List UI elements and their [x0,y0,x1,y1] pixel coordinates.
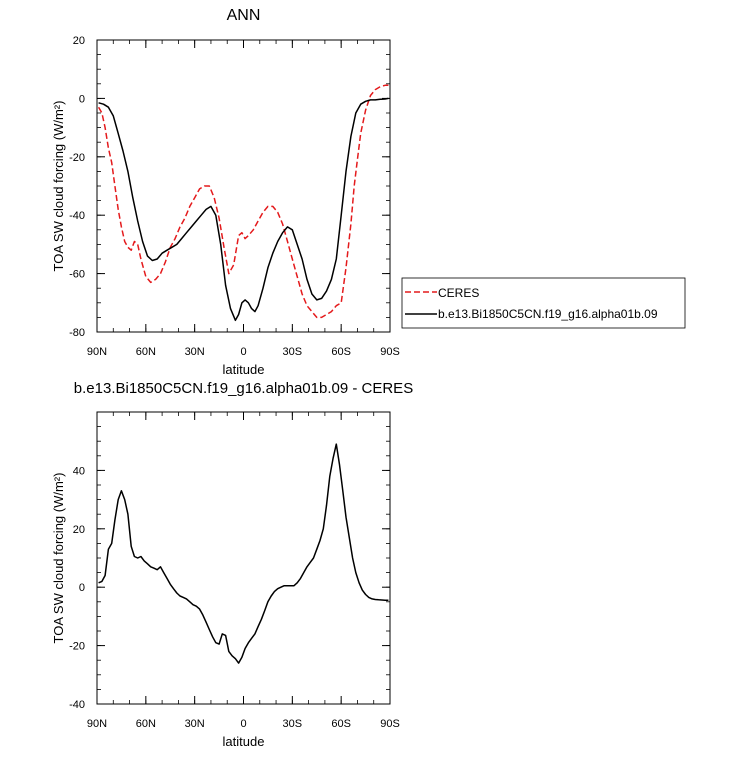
top-y-tick-label: -60 [69,269,85,281]
top-x-tick-label: 90S [380,346,400,358]
bottom-x-tick-label: 0 [240,718,246,730]
bottom-plot-frame [96,411,391,705]
bottom-x-tick-label: 30S [283,718,303,730]
panel-bottom: b.e13.Bi1850C5CN.f19_g16.alpha01b.09 - C… [51,380,413,749]
bottom-ticks [96,411,391,705]
top-ylabel: TOA SW cloud forcing (W/m²) [51,101,66,272]
top-y-tick-label: -80 [69,327,85,339]
bottom-title: b.e13.Bi1850C5CN.f19_g16.alpha01b.09 - C… [74,380,413,397]
top-series-line-ceres [97,84,389,319]
top-series [97,84,389,322]
legend-label-model: b.e13.Bi1850C5CN.f19_g16.alpha01b.09 [438,307,658,321]
panel-top: ANN 90N 60N 30N 0 30S 60S 90S 20 0 -20 -40 -60 -80 l… [51,7,400,377]
top-plot-frame [96,39,391,333]
bottom-series-line-difference [98,443,389,664]
bottom-tick-labels: 90N 60N 30N 0 30S 60S 90S 40 20 0 -20 -40 [69,465,400,730]
top-series-line-model [98,97,389,322]
top-x-tick-label: 30N [185,346,205,358]
top-y-tick-label: 0 [79,93,85,105]
top-tick-labels: 90N 60N 30N 0 30S 60S 90S 20 0 -20 -40 -60 -80 [69,35,400,358]
top-title: ANN [227,7,261,24]
bottom-xlabel: latitude [223,734,265,749]
legend-box [401,277,686,329]
top-x-tick-label: 30S [283,346,303,358]
bottom-x-tick-label: 60S [331,718,351,730]
bottom-x-tick-label: 30N [185,718,205,730]
top-x-tick-label: 60S [331,346,351,358]
top-ticks [96,39,391,333]
top-y-tick-label: -40 [69,210,85,222]
legend: CERES b.e13.Bi1850C5CN.f19_g16.alpha01b.… [401,277,686,329]
top-y-tick-label: -20 [69,152,85,164]
top-x-tick-label: 0 [240,346,246,358]
bottom-ylabel: TOA SW cloud forcing (W/m²) [51,473,66,644]
top-x-tick-label: 90N [87,346,107,358]
bottom-x-tick-label: 90N [87,718,107,730]
bottom-series [98,443,389,664]
top-y-tick-label: 20 [73,35,85,47]
bottom-y-tick-label: -20 [69,641,85,653]
bottom-y-tick-label: -40 [69,699,85,711]
bottom-y-tick-label: 20 [73,524,85,536]
bottom-x-tick-label: 90S [380,718,400,730]
bottom-y-tick-label: 0 [79,582,85,594]
top-x-tick-label: 60N [136,346,156,358]
bottom-y-tick-label: 40 [73,465,85,477]
bottom-x-tick-label: 60N [136,718,156,730]
legend-label-ceres: CERES [438,286,479,300]
top-xlabel: latitude [223,362,265,377]
